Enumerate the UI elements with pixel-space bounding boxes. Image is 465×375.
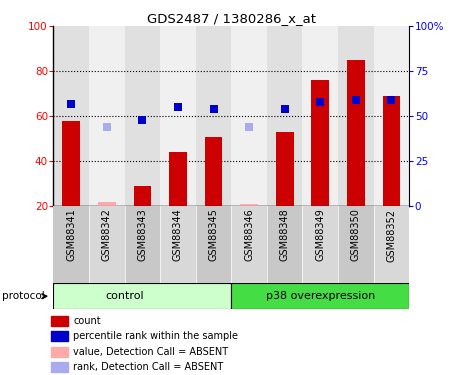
Bar bbox=[196, 26, 231, 206]
Bar bbox=[302, 26, 338, 206]
Bar bbox=[338, 206, 374, 283]
Point bbox=[246, 124, 253, 130]
Text: GSM88343: GSM88343 bbox=[137, 209, 147, 261]
Bar bbox=[267, 206, 303, 283]
Bar bbox=[52, 362, 68, 372]
Text: GSM88344: GSM88344 bbox=[173, 209, 183, 261]
Bar bbox=[347, 60, 365, 206]
Point bbox=[174, 104, 182, 110]
Bar bbox=[267, 26, 302, 206]
Bar bbox=[196, 206, 232, 283]
FancyBboxPatch shape bbox=[53, 283, 232, 309]
Text: GSM88341: GSM88341 bbox=[66, 209, 76, 261]
Text: GSM88352: GSM88352 bbox=[386, 209, 397, 261]
Point bbox=[139, 117, 146, 123]
Bar bbox=[89, 26, 125, 206]
Point bbox=[317, 99, 324, 105]
Text: GSM88346: GSM88346 bbox=[244, 209, 254, 261]
Point bbox=[210, 106, 217, 112]
Point bbox=[67, 100, 75, 106]
Text: GSM88345: GSM88345 bbox=[208, 209, 219, 261]
Text: rank, Detection Call = ABSENT: rank, Detection Call = ABSENT bbox=[73, 362, 224, 372]
Text: value, Detection Call = ABSENT: value, Detection Call = ABSENT bbox=[73, 347, 228, 357]
Bar bbox=[303, 206, 338, 283]
Bar bbox=[276, 132, 293, 206]
Bar bbox=[53, 26, 89, 206]
Bar bbox=[373, 26, 409, 206]
Bar bbox=[89, 206, 125, 283]
Point bbox=[388, 97, 395, 103]
Bar bbox=[169, 152, 187, 206]
Bar bbox=[52, 332, 68, 341]
Text: count: count bbox=[73, 316, 101, 326]
Bar bbox=[125, 206, 160, 283]
Text: percentile rank within the sample: percentile rank within the sample bbox=[73, 332, 239, 341]
Bar bbox=[62, 121, 80, 206]
Bar bbox=[338, 26, 373, 206]
Bar bbox=[205, 136, 222, 206]
Text: GSM88350: GSM88350 bbox=[351, 209, 361, 261]
Text: GSM88348: GSM88348 bbox=[279, 209, 290, 261]
Bar bbox=[133, 186, 151, 206]
Text: p38 overexpression: p38 overexpression bbox=[266, 291, 375, 301]
Bar bbox=[383, 96, 400, 206]
Text: GSM88342: GSM88342 bbox=[102, 209, 112, 261]
Bar bbox=[231, 26, 267, 206]
Bar bbox=[374, 206, 409, 283]
Point bbox=[281, 106, 288, 112]
Text: control: control bbox=[105, 291, 144, 301]
Bar bbox=[160, 206, 196, 283]
Bar bbox=[160, 26, 196, 206]
Title: GDS2487 / 1380286_x_at: GDS2487 / 1380286_x_at bbox=[147, 12, 316, 25]
Point bbox=[103, 124, 111, 130]
Text: GSM88349: GSM88349 bbox=[315, 209, 326, 261]
Bar bbox=[312, 80, 329, 206]
Bar bbox=[98, 202, 116, 206]
Bar bbox=[52, 347, 68, 357]
Point bbox=[352, 97, 359, 103]
Bar bbox=[232, 206, 267, 283]
Bar bbox=[125, 26, 160, 206]
Bar bbox=[240, 204, 258, 206]
FancyBboxPatch shape bbox=[232, 283, 409, 309]
Bar bbox=[52, 316, 68, 326]
Text: protocol: protocol bbox=[2, 291, 45, 301]
Bar bbox=[53, 206, 89, 283]
